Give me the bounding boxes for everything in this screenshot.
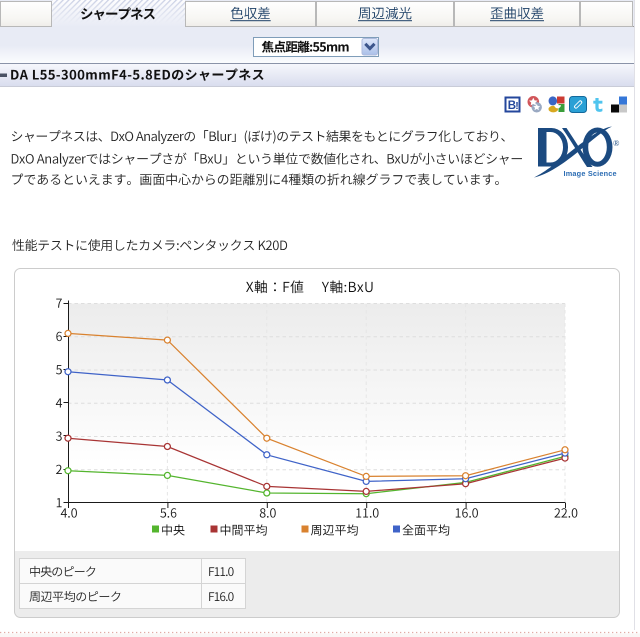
svg-text:Image Science: Image Science — [564, 169, 617, 178]
svg-text:B: B — [508, 100, 516, 112]
svg-text:!: ! — [515, 100, 519, 112]
svg-text:®: ® — [613, 138, 620, 148]
